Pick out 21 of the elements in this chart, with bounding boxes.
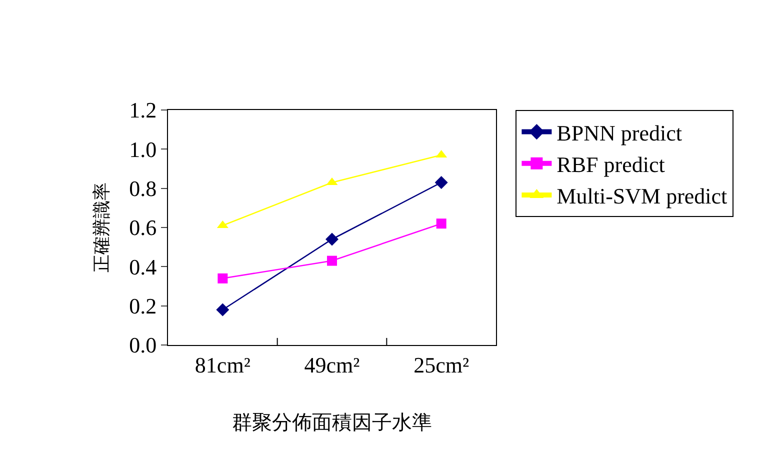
x-axis-title: 群聚分佈面積因子水準 — [232, 410, 432, 434]
y-tick-label: 0.8 — [129, 176, 157, 202]
x-tick-label: 81cm² — [194, 352, 251, 378]
legend-label: RBF predict — [556, 152, 665, 177]
point — [218, 273, 228, 284]
legend-label: BPNN predict — [556, 120, 682, 146]
x-tick-label: 49cm² — [304, 352, 360, 378]
point — [434, 176, 448, 189]
point — [327, 256, 337, 266]
point — [216, 303, 230, 316]
y-tick-label: 1.0 — [129, 136, 157, 162]
y-tick-label: 1.2 — [129, 98, 157, 123]
point — [436, 218, 446, 229]
y-tick-label: 0.0 — [129, 332, 157, 358]
x-tick-label: 25cm² — [414, 352, 470, 378]
legend-label: Multi-SVM predict — [556, 184, 728, 209]
y-axis-title: 正確辨識率 — [91, 182, 112, 272]
y-tick-label: 0.4 — [129, 254, 157, 280]
y-tick-label: 0.2 — [129, 294, 157, 319]
point — [326, 232, 338, 246]
y-tick-label: 0.6 — [129, 215, 157, 240]
